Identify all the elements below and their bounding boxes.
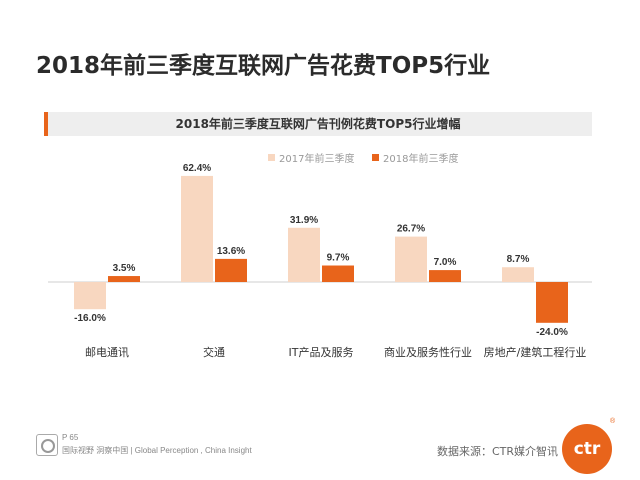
legend-label-2017: 2017年前三季度 [279,154,355,165]
data-label-2018-4: -24.0% [536,327,568,338]
data-source: 数据来源：CTR媒介智讯 [437,445,559,458]
data-label-2017-3: 26.7% [397,224,425,235]
bar-2018-2 [322,265,354,282]
bar-2017-2 [288,227,320,282]
category-label-1: 交通 [203,345,225,359]
category-label-2: IT产品及服务 [289,345,354,359]
bar-2018-1 [215,258,247,282]
bar-2018-3 [429,270,461,282]
category-label-0: 邮电通讯 [85,346,129,359]
chart-title-band: 2018年前三季度互联网广告刊例花费TOP5行业增幅 [44,112,592,136]
data-label-2018-3: 7.0% [434,257,457,268]
bar-2018-0 [108,276,140,282]
data-label-2018-2: 9.7% [327,253,350,264]
legend-label-2018: 2018年前三季度 [383,154,459,165]
category-label-3: 商业及服务性行业 [384,345,472,359]
data-label-2018-1: 13.6% [217,246,245,257]
logo-registered-mark: ® [610,418,616,425]
bar-2017-0 [74,282,106,310]
legend-swatch-2018 [372,154,379,161]
data-label-2017-0: -16.0% [74,313,106,324]
chart-title: 2018年前三季度互联网广告刊例花费TOP5行业增幅 [175,117,461,131]
bar-2017-4 [502,267,534,282]
title-band-accent [44,112,48,136]
data-label-2017-2: 31.9% [290,215,318,226]
data-label-2017-4: 8.7% [507,254,530,265]
page-number: P 65 [62,433,79,442]
legend-item-2018: 2018年前三季度 [372,150,458,165]
category-label-4: 房地产/建筑工程行业 [484,345,587,359]
bar-2017-1 [181,175,213,282]
legend-item-2017: 2017年前三季度 [268,150,354,165]
data-label-2018-0: 3.5% [113,263,136,274]
bar-2017-3 [395,236,427,282]
page-title: 2018年前三季度互联网广告花费TOP5行业 [36,53,491,79]
legend-swatch-2017 [268,154,275,161]
data-label-2017-1: 62.4% [183,163,211,174]
footer-slogan: 国际视野 洞察中国 | Global Perception , China In… [62,446,252,455]
certification-badge-icon [36,434,58,456]
ctr-logo: ctr [562,424,612,474]
bar-2018-4 [536,282,568,323]
